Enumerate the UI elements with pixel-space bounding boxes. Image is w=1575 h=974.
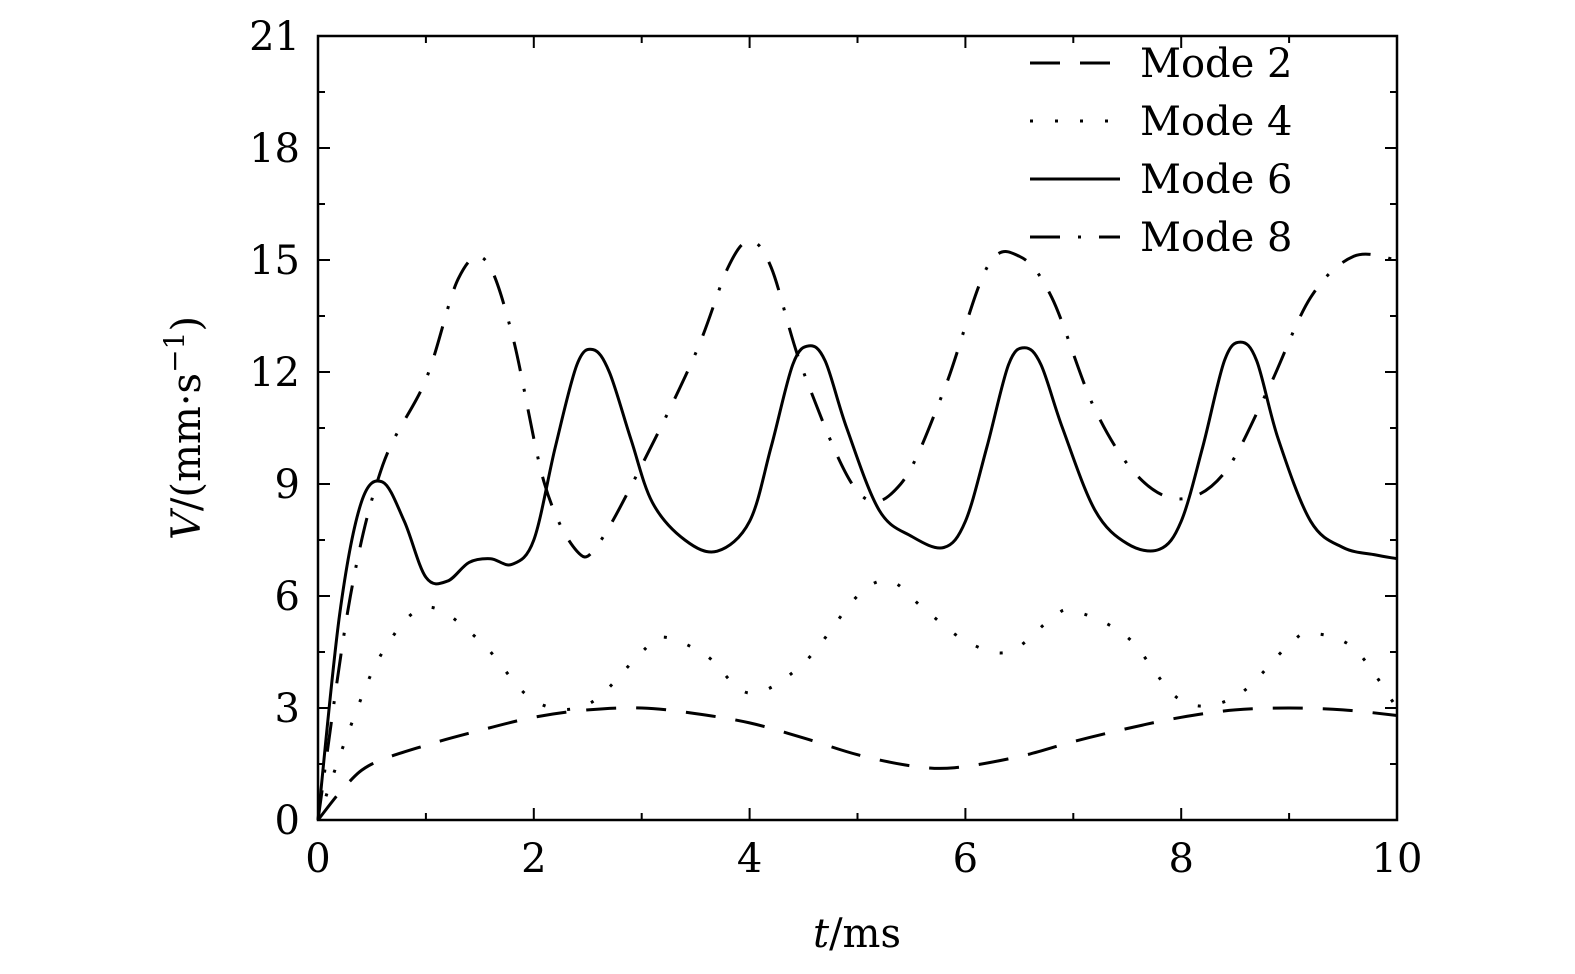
legend-label: Mode 2	[1140, 41, 1292, 87]
y-axis-unit: /(mm·s	[164, 373, 210, 511]
y-tick-label: 15	[249, 238, 300, 284]
x-tick-label: 10	[1372, 836, 1423, 882]
x-tick-label: 0	[305, 836, 330, 882]
y-tick-label: 18	[249, 126, 300, 172]
x-tick-label: 2	[521, 836, 546, 882]
series-group	[316, 239, 1399, 821]
x-tick-label: 4	[737, 836, 762, 882]
y-tick-label: 3	[275, 686, 300, 732]
y-tick-label: 21	[249, 14, 300, 60]
series-line-2	[316, 579, 1399, 821]
x-ticks: 0 2 4 6 8 10	[305, 36, 1422, 882]
legend-label: Mode 6	[1140, 157, 1292, 203]
legend-label: Mode 4	[1140, 99, 1292, 145]
y-tick-label: 12	[249, 350, 300, 396]
legend-label: Mode 8	[1140, 215, 1292, 261]
x-tick-label: 8	[1168, 836, 1193, 882]
legend: Mode 2 Mode 4 Mode 6 Mode 8	[1030, 41, 1292, 261]
plot-frame	[316, 34, 1399, 822]
x-tick-label: 6	[953, 836, 978, 882]
y-axis-close: )	[164, 316, 210, 332]
y-tick-label: 9	[275, 462, 300, 508]
x-axis-var: t	[813, 911, 830, 957]
y-axis-var: V	[164, 507, 210, 540]
series-line-1	[316, 706, 1398, 821]
y-tick-label: 0	[275, 798, 300, 844]
y-axis-title: V/(mm·s−1)	[158, 316, 211, 540]
series-line-3	[316, 340, 1398, 821]
y-ticks: 0 3 6 9 12 15 18 21	[249, 14, 1397, 844]
y-axis-exp: −1	[158, 332, 191, 373]
x-axis-unit: /ms	[829, 911, 901, 957]
series-line-4	[316, 239, 1398, 821]
y-tick-label: 6	[275, 574, 300, 620]
x-axis-title: t/ms	[813, 911, 901, 957]
